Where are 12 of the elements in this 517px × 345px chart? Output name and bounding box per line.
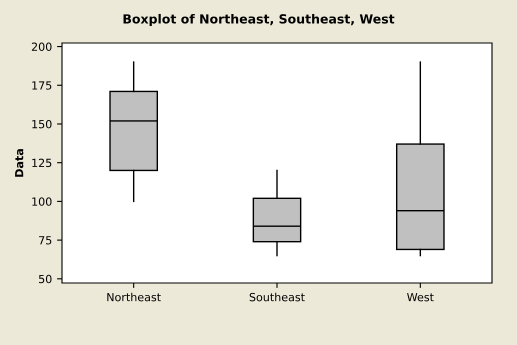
y-tick-label: 150 <box>32 120 52 128</box>
y-tick-label: 75 <box>39 236 52 244</box>
y-tick-label: 200 <box>32 42 52 51</box>
chart-title: Boxplot of Northeast, Southeast, West <box>124 14 394 26</box>
y-axis-title: Data <box>15 149 24 177</box>
x-tick-label: West <box>407 293 434 302</box>
y-tick-label: 125 <box>32 158 52 168</box>
x-tick-label: Southeast <box>250 292 305 302</box>
x-tick-label: Northeast <box>107 292 161 302</box>
y-tick-label: 50 <box>38 274 52 284</box>
y-tick-label: 175 <box>32 81 52 90</box>
y-tick-label: 100 <box>32 197 52 206</box>
